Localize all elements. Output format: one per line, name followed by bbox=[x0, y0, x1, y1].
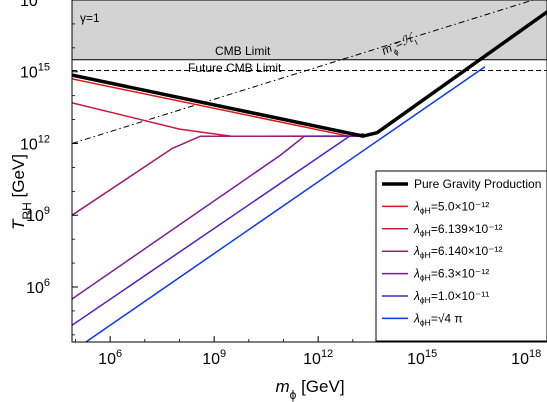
future-cmb-limit-label: Future CMB Limit bbox=[188, 61, 282, 75]
series-line-3 bbox=[72, 135, 364, 216]
legend-label-4: λϕH=6.3×10⁻¹² bbox=[413, 267, 489, 283]
legend-label-5: λϕH=1.0×10⁻¹¹ bbox=[413, 289, 489, 305]
x-tick-label-0: 106 bbox=[98, 348, 122, 368]
y-axis-title: TRH [GeV] bbox=[9, 154, 34, 230]
y-tick-label-0: 106 bbox=[26, 277, 50, 297]
plot-area bbox=[72, 0, 547, 342]
gamma-label: γ=1 bbox=[80, 11, 100, 25]
legend-label-0: Pure Gravity Production bbox=[414, 177, 541, 191]
legend-label-6: λϕH=√4 π bbox=[413, 311, 463, 327]
x-tick-label-1: 109 bbox=[202, 348, 226, 368]
legend-items: Pure Gravity Production λϕH=5.0×10⁻¹² λϕH=… bbox=[382, 177, 541, 327]
series-line-4 bbox=[72, 135, 364, 300]
series-line-5 bbox=[72, 133, 364, 327]
x-tick-label-2: 1012 bbox=[303, 348, 333, 368]
y-tick-label-3: 1015 bbox=[20, 62, 50, 82]
y-tick-label-1: 109 bbox=[26, 205, 50, 225]
legend-label-2: λϕH=6.139×10⁻¹² bbox=[413, 222, 503, 238]
series-line-6 bbox=[85, 66, 486, 342]
legend: Pure Gravity Production λϕH=5.0×10⁻¹² λϕH=… bbox=[375, 170, 547, 342]
x-axis-title: mϕ [GeV] bbox=[275, 377, 344, 402]
excluded-region-gamma bbox=[72, 0, 547, 60]
legend-box bbox=[375, 170, 547, 342]
legend-label-3: λϕH=6.140×10⁻¹² bbox=[413, 244, 503, 260]
plot-frame bbox=[71, 0, 547, 343]
legend-label-1: λϕH=5.0×10⁻¹² bbox=[413, 199, 489, 215]
y-tick-label-4: 1018 bbox=[20, 0, 50, 10]
x-tick-label-4: 1018 bbox=[511, 348, 541, 368]
series-layer bbox=[72, 10, 547, 342]
series-line-0 bbox=[72, 10, 547, 138]
cmb-limit-label: CMB Limit bbox=[215, 44, 271, 58]
series-line-2 bbox=[72, 102, 364, 138]
y-tick-label-2: 1012 bbox=[20, 133, 50, 153]
x-tick-label-3: 1015 bbox=[407, 348, 437, 368]
